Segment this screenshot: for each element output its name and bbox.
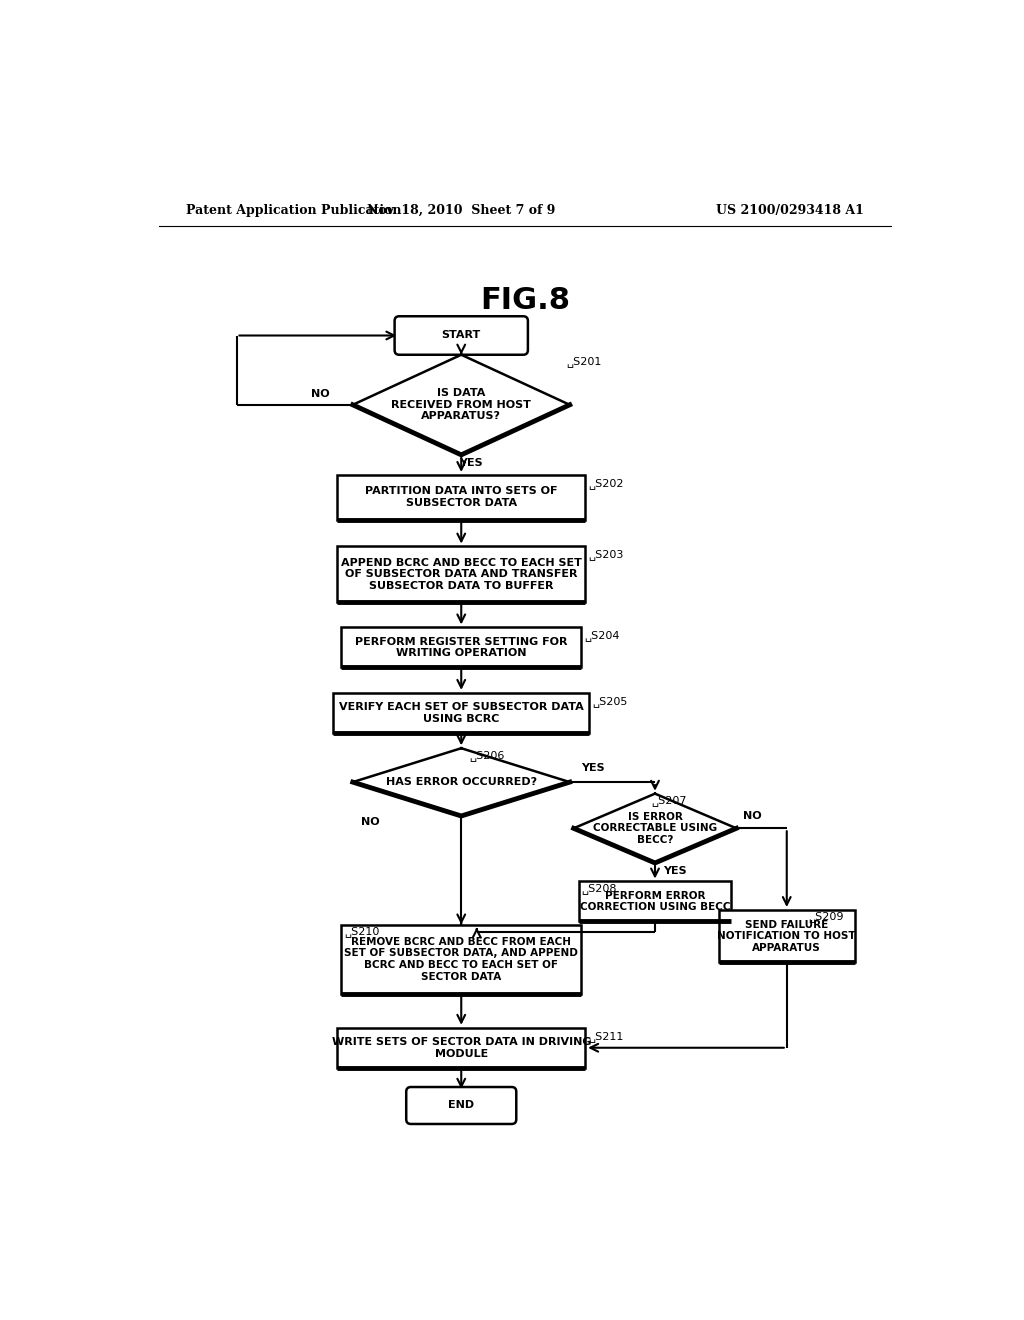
Bar [337, 475, 586, 520]
Text: FIG.8: FIG.8 [480, 286, 569, 315]
Bar [341, 627, 582, 668]
Text: VERIFY EACH SET OF SUBSECTOR DATA
USING BCRC: VERIFY EACH SET OF SUBSECTOR DATA USING … [339, 702, 584, 723]
Text: WRITE SETS OF SECTOR DATA IN DRIVING
MODULE: WRITE SETS OF SECTOR DATA IN DRIVING MOD… [332, 1038, 591, 1059]
Text: APPEND BCRC AND BECC TO EACH SET
OF SUBSECTOR DATA AND TRANSFER
SUBSECTOR DATA T: APPEND BCRC AND BECC TO EACH SET OF SUBS… [341, 557, 582, 591]
Bar [341, 924, 582, 994]
Text: START: START [441, 330, 481, 341]
Text: ␣S203: ␣S203 [589, 549, 624, 561]
Bar [337, 546, 586, 602]
Bar [580, 882, 730, 921]
Text: ␣S208: ␣S208 [581, 883, 616, 894]
Text: ␣S209: ␣S209 [808, 911, 844, 923]
Text: ␣S207: ␣S207 [651, 795, 687, 807]
Text: PERFORM ERROR
CORRECTION USING BECC: PERFORM ERROR CORRECTION USING BECC [580, 891, 730, 912]
Text: Patent Application Publication: Patent Application Publication [186, 205, 401, 218]
Bar [334, 693, 589, 733]
Text: HAS ERROR OCCURRED?: HAS ERROR OCCURRED? [386, 777, 537, 787]
Text: IS DATA
RECEIVED FROM HOST
APPARATUS?: IS DATA RECEIVED FROM HOST APPARATUS? [391, 388, 531, 421]
Text: YES: YES [581, 763, 604, 774]
Text: PARTITION DATA INTO SETS OF
SUBSECTOR DATA: PARTITION DATA INTO SETS OF SUBSECTOR DA… [365, 486, 557, 508]
Text: NO: NO [742, 810, 761, 821]
Bar [719, 909, 855, 962]
Text: YES: YES [663, 866, 686, 875]
Bar [337, 1028, 586, 1068]
Text: SEND FAILURE
NOTIFICATION TO HOST
APPARATUS: SEND FAILURE NOTIFICATION TO HOST APPARA… [718, 920, 856, 953]
FancyBboxPatch shape [407, 1088, 516, 1125]
FancyBboxPatch shape [394, 317, 528, 355]
Text: NO: NO [311, 389, 330, 399]
Text: PERFORM REGISTER SETTING FOR
WRITING OPERATION: PERFORM REGISTER SETTING FOR WRITING OPE… [355, 636, 567, 659]
Text: END: END [449, 1101, 474, 1110]
Text: US 2100/0293418 A1: US 2100/0293418 A1 [717, 205, 864, 218]
Text: ␣S204: ␣S204 [585, 631, 620, 642]
Text: ␣S201: ␣S201 [566, 356, 601, 367]
Text: YES: YES [459, 458, 482, 467]
Text: ␣S211: ␣S211 [589, 1031, 624, 1041]
Text: NO: NO [360, 817, 379, 828]
Text: ␣S210: ␣S210 [344, 927, 380, 937]
Text: REMOVE BCRC AND BECC FROM EACH
SET OF SUBSECTOR DATA, AND APPEND
BCRC AND BECC T: REMOVE BCRC AND BECC FROM EACH SET OF SU… [344, 937, 579, 982]
Text: ␣S205: ␣S205 [592, 696, 628, 706]
Text: IS ERROR
CORRECTABLE USING
BECC?: IS ERROR CORRECTABLE USING BECC? [593, 812, 717, 845]
Text: Nov. 18, 2010  Sheet 7 of 9: Nov. 18, 2010 Sheet 7 of 9 [367, 205, 555, 218]
Text: ␣S202: ␣S202 [589, 478, 624, 488]
Text: ␣S206: ␣S206 [469, 750, 505, 760]
